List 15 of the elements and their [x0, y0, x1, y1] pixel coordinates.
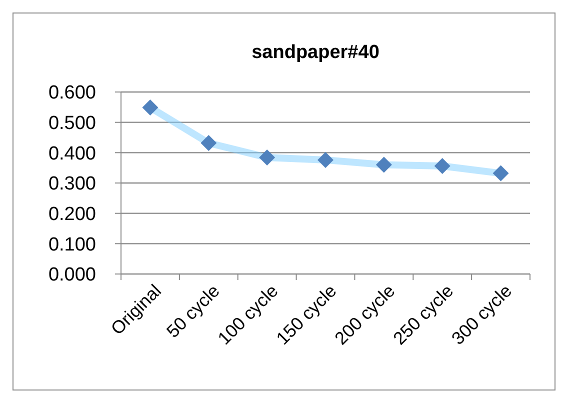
y-tick-label: 0.300: [48, 174, 96, 195]
y-tick-label: 0.600: [48, 82, 96, 104]
point: [492, 165, 509, 182]
y-tick-label: 0.000: [48, 264, 96, 286]
point: [434, 158, 450, 174]
y-tick-label: 0.100: [48, 234, 96, 256]
chart-title: sandpaper#40: [252, 42, 380, 63]
point: [259, 150, 276, 166]
point: [142, 99, 158, 116]
y-tick-label: 0.400: [48, 143, 96, 164]
y-tick-label: 0.200: [48, 204, 96, 225]
point: [200, 134, 217, 151]
point: [376, 156, 392, 173]
y-tick-label: 0.500: [48, 112, 96, 134]
point: [318, 152, 334, 168]
